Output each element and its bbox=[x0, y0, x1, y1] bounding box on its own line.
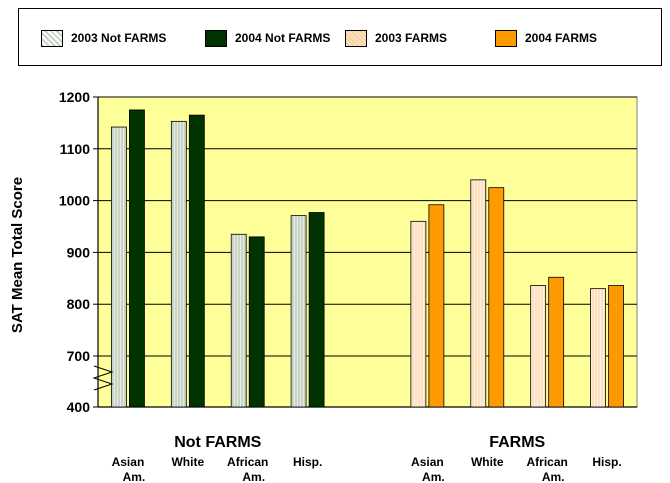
category-label-7-line-0: Hisp. bbox=[592, 455, 621, 469]
bar-2003-not-farms-hisp bbox=[290, 215, 307, 408]
bar-2003-not-farms-asian-am bbox=[111, 126, 127, 408]
legend-label-2004-not-farms: 2004 Not FARMS bbox=[235, 31, 331, 45]
category-label-5-line-0: White bbox=[471, 455, 504, 469]
chart-legend: 2003 Not FARMS 2004 Not FARMS 2003 FARMS… bbox=[18, 8, 662, 66]
bar-2003-farms-white bbox=[470, 179, 487, 408]
legend-swatch-2003-farms bbox=[345, 29, 367, 47]
category-label-6-line-1: Am. bbox=[542, 470, 565, 483]
legend-item-2003-farms: 2003 FARMS bbox=[345, 9, 447, 67]
category-label-4-line-1: Am. bbox=[422, 470, 445, 483]
bar-2003-not-farms-white bbox=[170, 120, 187, 408]
legend-swatch-2004-not-farms bbox=[205, 29, 227, 47]
y-tick-label-800: 800 bbox=[67, 296, 91, 312]
y-tick-label-1100: 1100 bbox=[60, 141, 91, 157]
bar-2004-not-farms-white bbox=[188, 114, 205, 408]
bar-2004-farms-asian-am bbox=[428, 204, 445, 408]
legend-label-2003-not-farms: 2003 Not FARMS bbox=[71, 31, 167, 45]
y-tick-label-400: 400 bbox=[67, 399, 91, 415]
group-label-0: Not FARMS bbox=[174, 434, 261, 451]
legend-item-2004-farms: 2004 FARMS bbox=[495, 9, 597, 67]
legend-swatch-2004-farms bbox=[495, 29, 517, 47]
legend-swatch-2003-not-farms bbox=[41, 29, 63, 47]
category-label-2-line-0: African bbox=[227, 455, 268, 469]
bar-2004-farms-white bbox=[488, 187, 505, 408]
legend-item-2003-not-farms: 2003 Not FARMS bbox=[41, 9, 166, 67]
group-label-1: FARMS bbox=[489, 434, 545, 451]
legend-item-2004-not-farms: 2004 Not FARMS bbox=[205, 9, 330, 67]
y-tick-label-1000: 1000 bbox=[59, 193, 90, 209]
category-label-0-line-0: Asian bbox=[112, 455, 145, 469]
y-axis-title: SAT Mean Total Score bbox=[9, 177, 26, 333]
legend-label-2004-farms: 2004 FARMS bbox=[525, 31, 598, 45]
category-label-0-line-1: Am. bbox=[123, 470, 146, 483]
legend-label-2003-farms: 2003 FARMS bbox=[375, 31, 448, 45]
category-label-1-line-0: White bbox=[171, 455, 204, 469]
bar-2004-not-farms-asian-am bbox=[129, 109, 145, 408]
bar-2004-not-farms-african-am bbox=[248, 236, 265, 408]
category-label-6-line-0: African bbox=[526, 455, 567, 469]
bar-2004-farms-hisp bbox=[608, 285, 624, 408]
y-tick-label-1200: 1200 bbox=[59, 89, 90, 105]
bar-2003-farms-asian-am bbox=[410, 220, 427, 408]
category-label-4-line-0: Asian bbox=[411, 455, 444, 469]
y-tick-label-700: 700 bbox=[67, 348, 91, 364]
bar-2004-not-farms-hisp bbox=[308, 212, 325, 408]
bar-2004-farms-african-am bbox=[548, 276, 565, 408]
bar-2003-farms-hisp bbox=[590, 288, 606, 408]
category-label-3-line-0: Hisp. bbox=[293, 455, 322, 469]
axis-break-icon bbox=[92, 365, 114, 391]
y-tick-label-900: 900 bbox=[67, 244, 91, 260]
bar-2003-farms-african-am bbox=[530, 285, 547, 408]
bar-2003-not-farms-african-am bbox=[230, 233, 247, 408]
category-label-2-line-1: Am. bbox=[242, 470, 265, 483]
